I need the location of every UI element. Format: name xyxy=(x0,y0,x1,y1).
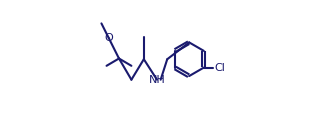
Text: Cl: Cl xyxy=(214,63,225,73)
Text: O: O xyxy=(104,33,113,43)
Text: NH: NH xyxy=(149,75,166,85)
